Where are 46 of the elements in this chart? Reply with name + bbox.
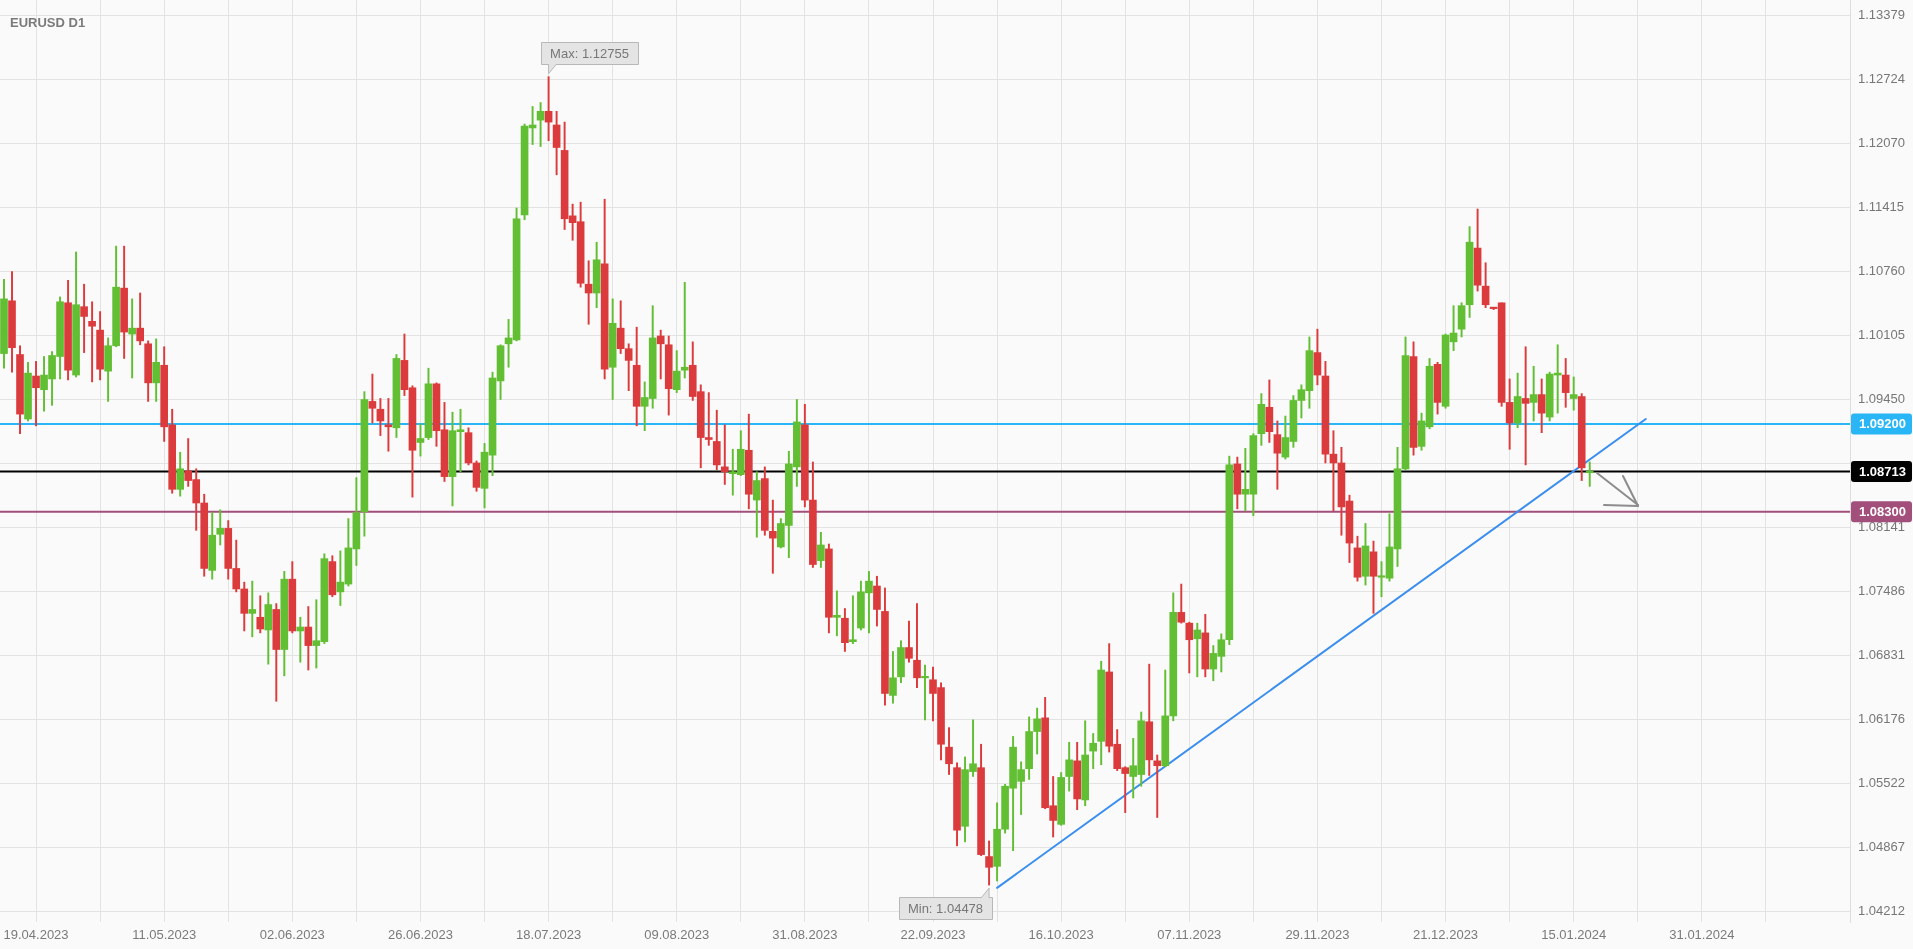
y-tick-label: 1.09450 <box>1858 391 1905 407</box>
y-tick-label: 1.11415 <box>1858 199 1905 215</box>
x-tick-label: 18.07.2023 <box>516 927 582 943</box>
candlestick <box>833 590 841 637</box>
candlestick <box>720 424 729 485</box>
x-tick-label: 15.01.2024 <box>1541 927 1607 943</box>
x-tick-label: 31.01.2024 <box>1669 927 1735 943</box>
y-tick-label: 1.10105 <box>1858 327 1905 343</box>
candlestick <box>921 664 929 721</box>
text: EURUSD D1 <box>10 15 86 30</box>
candlestick <box>1585 461 1594 487</box>
annotation: Max: 1.12755 <box>550 45 629 61</box>
y-tick-label: 1.04212 <box>1858 902 1905 918</box>
y-tick-label: 1.07486 <box>1858 582 1905 598</box>
candlestick <box>849 595 857 644</box>
x-tick-label: 09.08.2023 <box>644 927 710 943</box>
x-tick-label: 07.11.2023 <box>1157 927 1222 943</box>
x-tick-label: 29.11.2023 <box>1285 927 1350 943</box>
y-tick-label: 1.12070 <box>1858 135 1905 151</box>
x-tick-label: 26.06.2023 <box>387 927 453 943</box>
candlestick <box>769 499 777 574</box>
x-tick-label: 16.10.2023 <box>1028 927 1094 943</box>
y-tick-label: 1.06831 <box>1858 646 1905 662</box>
candlestick <box>296 616 305 663</box>
ref-line-label: 1.09200 <box>1859 415 1906 431</box>
y-tick-label: 1.05522 <box>1858 774 1905 790</box>
candlestick <box>248 580 257 638</box>
ref-line-label: 1.08300 <box>1859 503 1906 519</box>
candlestick <box>88 301 96 383</box>
x-tick-label: 22.09.2023 <box>900 927 966 943</box>
candlestick <box>128 298 136 379</box>
x-tick-label: 21.12.2023 <box>1413 927 1479 943</box>
x-tick-label: 31.08.2023 <box>772 927 838 943</box>
y-tick-label: 1.08141 <box>1858 518 1905 534</box>
y-tick-label: 1.04867 <box>1858 838 1905 854</box>
annotation: Min: 1.04478 <box>907 900 984 916</box>
y-tick-label: 1.10760 <box>1858 263 1905 279</box>
candlestick <box>1153 754 1162 818</box>
y-tick-label: 1.06176 <box>1858 710 1905 726</box>
y-tick-label: 1.12724 <box>1858 71 1905 87</box>
x-tick-label: 02.06.2023 <box>259 927 325 943</box>
ref-line-label: 1.08713 <box>1859 463 1906 479</box>
candlestick <box>1521 346 1530 466</box>
x-tick-label: 19.04.2023 <box>3 927 69 943</box>
x-tick-label: 11.05.2023 <box>132 927 197 943</box>
y-tick-label: 1.13379 <box>1858 7 1905 23</box>
